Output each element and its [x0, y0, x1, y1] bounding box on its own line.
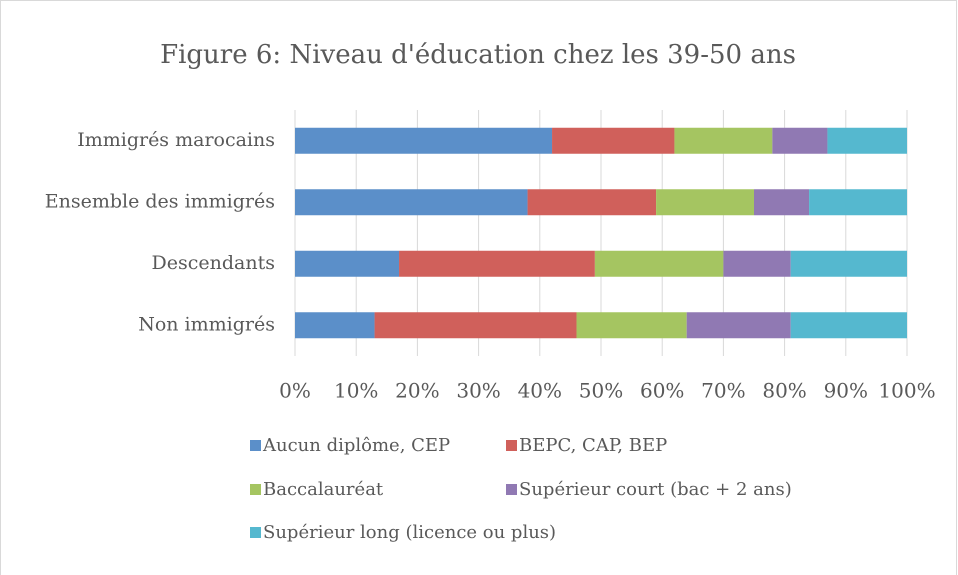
bar-segment — [723, 250, 791, 277]
x-tick-label: 60% — [640, 379, 684, 403]
bar-segment — [527, 189, 657, 216]
bar-segment — [594, 250, 724, 277]
bar-segment — [399, 250, 595, 277]
legend-label: Supérieur court (bac + 2 ans) — [519, 479, 792, 500]
x-tick-label: 80% — [762, 379, 806, 403]
legend-label: BEPC, CAP, BEP — [519, 435, 667, 456]
x-tick-label: 10% — [334, 379, 378, 403]
bar-segment — [295, 250, 400, 277]
x-tick-label: 30% — [456, 379, 500, 403]
y-tick-label: Non immigrés — [138, 313, 275, 335]
bar-segment — [295, 127, 553, 154]
bar-segment — [674, 127, 773, 154]
x-tick-label: 40% — [518, 379, 562, 403]
legend-swatch — [506, 440, 517, 451]
legend-label: Supérieur long (licence ou plus) — [263, 522, 556, 543]
bar-segment — [295, 312, 375, 339]
legend-swatch — [250, 484, 261, 495]
x-tick-label: 100% — [878, 379, 935, 403]
legend-swatch — [250, 440, 261, 451]
x-tick-label: 90% — [824, 379, 868, 403]
legend-swatch — [250, 527, 261, 538]
bar-segment — [772, 127, 828, 154]
bar-segment — [552, 127, 675, 154]
legend-label: Aucun diplôme, CEP — [262, 435, 450, 456]
bar-segment — [827, 127, 907, 154]
bar-segment — [754, 189, 810, 216]
bar-segment — [576, 312, 687, 339]
x-tick-label: 0% — [279, 379, 311, 403]
bar-segment — [790, 250, 907, 277]
bar-segment — [295, 189, 528, 216]
legend-swatch — [506, 484, 517, 495]
bar-segment — [374, 312, 577, 339]
x-tick-label: 20% — [395, 379, 439, 403]
y-tick-label: Immigrés marocains — [77, 129, 275, 151]
x-tick-label: 50% — [579, 379, 623, 403]
chart-title: Figure 6: Niveau d'éducation chez les 39… — [160, 40, 796, 70]
y-tick-label: Ensemble des immigrés — [45, 190, 275, 212]
x-tick-label: 70% — [701, 379, 745, 403]
bar-segment — [790, 312, 907, 339]
legend-label: Baccalauréat — [263, 479, 384, 500]
bar-segment — [686, 312, 791, 339]
bar-segment — [656, 189, 754, 216]
y-tick-label: Descendants — [152, 252, 275, 274]
bar-segment — [809, 189, 907, 216]
